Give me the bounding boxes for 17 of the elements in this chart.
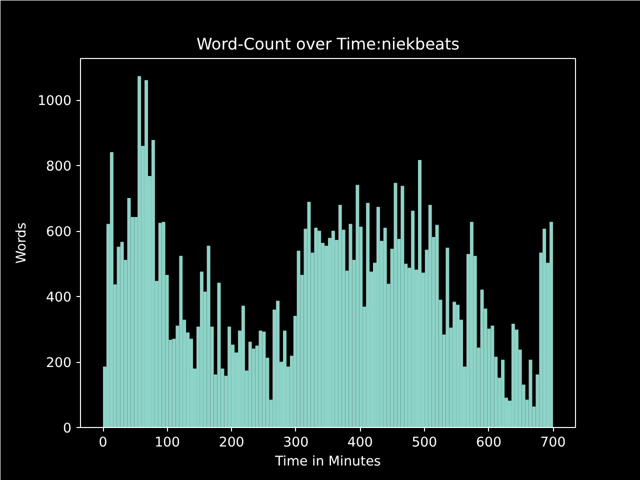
y-tick-label: 0 <box>63 422 72 436</box>
x-tick-label: 500 <box>412 436 438 450</box>
x-tick-label: 700 <box>540 436 566 450</box>
x-tick-label: 600 <box>476 436 502 450</box>
x-tick-label: 0 <box>98 436 108 450</box>
y-tick-label: 600 <box>46 225 72 240</box>
y-tick-label: 400 <box>46 290 72 306</box>
y-axis-title: Words <box>14 222 30 264</box>
x-tick-label: 200 <box>218 436 244 450</box>
y-tick-label: 1000 <box>38 94 72 110</box>
y-tick-label: 200 <box>46 356 72 372</box>
x-tick-label: 300 <box>283 436 309 450</box>
x-axis-title: Time in Minutes <box>274 454 381 470</box>
y-tick-label: 800 <box>46 160 72 175</box>
x-tick-label: 400 <box>347 436 373 450</box>
chart-title: Word-Count over Time:niekbeats <box>196 34 460 54</box>
x-tick-label: 100 <box>154 436 180 450</box>
